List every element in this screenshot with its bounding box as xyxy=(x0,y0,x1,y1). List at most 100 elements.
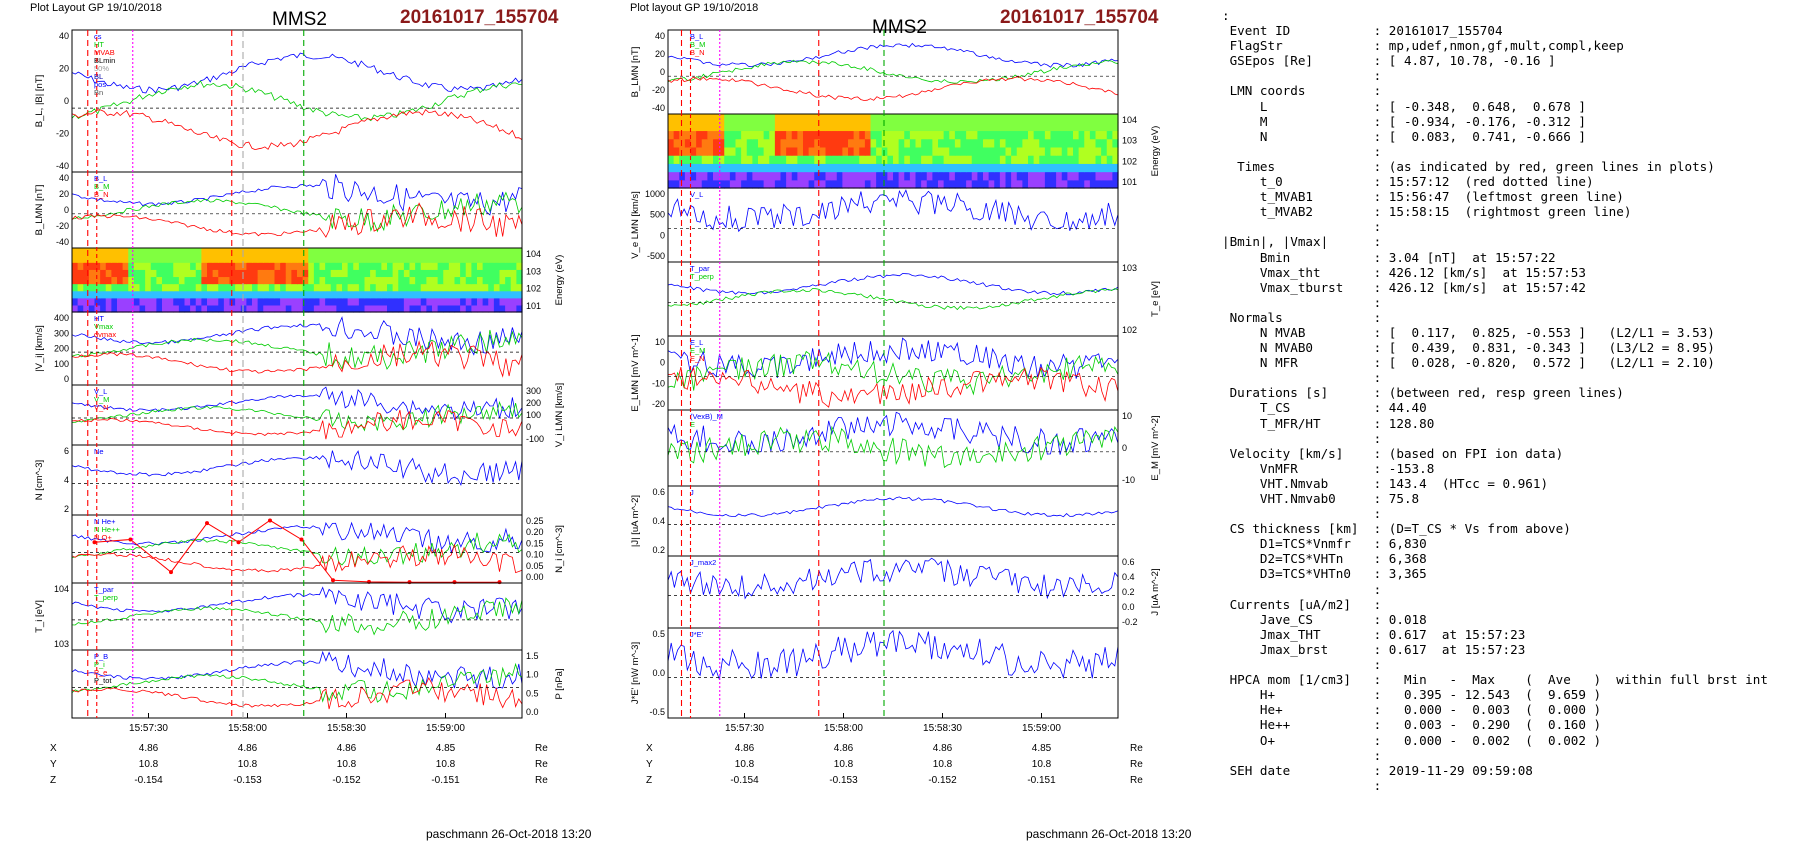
heatmap-cell xyxy=(791,179,798,189)
heatmap-cell xyxy=(690,163,697,173)
heatmap-cell xyxy=(88,269,96,278)
heatmap-cell xyxy=(499,248,506,256)
tick-label: 104 xyxy=(54,584,69,594)
heatmap-cell xyxy=(1078,114,1085,123)
heatmap-cell xyxy=(111,269,118,278)
heatmap-cell xyxy=(420,276,427,285)
heatmap-cell xyxy=(240,255,247,263)
heatmap-cell xyxy=(460,297,467,306)
heatmap-cell xyxy=(1011,138,1018,148)
heatmap-cell xyxy=(1011,155,1018,164)
heatmap-cell xyxy=(493,248,501,256)
tick-label: 2 xyxy=(64,504,69,514)
tick-label: -0.2 xyxy=(1122,617,1138,627)
heatmap-cell xyxy=(741,114,748,123)
heatmap-cell xyxy=(763,146,770,156)
heatmap-cell xyxy=(893,163,900,173)
heatmap-cell xyxy=(325,304,332,313)
ephemeris-value: -0.151 xyxy=(1027,775,1056,786)
heatmap-cell xyxy=(713,122,720,132)
heatmap-cell xyxy=(274,276,281,285)
heatmap-cell xyxy=(718,138,725,148)
heatmap-cell xyxy=(915,163,922,173)
heatmap-cell xyxy=(1078,163,1085,173)
heatmap-cell xyxy=(381,304,388,313)
heatmap-cell xyxy=(808,171,815,181)
heatmap-cell xyxy=(746,138,753,148)
heatmap-cell xyxy=(150,262,157,270)
heatmap-cell xyxy=(342,290,349,299)
heatmap-cell xyxy=(814,179,821,189)
legend-entry: E_M xyxy=(690,346,705,355)
heatmap-cell xyxy=(1084,114,1091,123)
heatmap-cell xyxy=(100,297,107,306)
heatmap-cell xyxy=(488,269,495,278)
heatmap-cell xyxy=(139,297,146,306)
info-line: : xyxy=(1222,657,1382,673)
heatmap-cell xyxy=(100,262,107,270)
heatmap-cell xyxy=(893,130,900,140)
heatmap-cell xyxy=(791,114,798,123)
heatmap-cell xyxy=(803,163,810,173)
heatmap-cell xyxy=(1089,122,1097,132)
heatmap-cell xyxy=(701,179,708,189)
info-line: VnMFR : -153.8 xyxy=(1222,460,1435,476)
legend-entry: J xyxy=(690,488,694,497)
heatmap-cell xyxy=(263,304,270,313)
heatmap-cell xyxy=(319,262,326,270)
heatmap-cell xyxy=(280,262,287,270)
heatmap-cell xyxy=(909,122,917,132)
info-line: t_MVAB2 : 15:58:15 (rightmost green line… xyxy=(1222,204,1632,220)
heatmap-cell xyxy=(297,248,304,256)
heatmap-cell xyxy=(150,283,157,292)
heatmap-cell xyxy=(358,290,366,299)
heatmap-cell xyxy=(308,262,315,270)
heatmap-cell xyxy=(448,255,456,263)
legend-entry: T_perp xyxy=(690,272,714,281)
heatmap-cell xyxy=(353,290,360,299)
heatmap-cell xyxy=(713,155,720,164)
heatmap-cell xyxy=(465,297,472,306)
heatmap-cell xyxy=(1056,146,1063,156)
heatmap-cell xyxy=(173,304,180,313)
heatmap-cell xyxy=(876,146,883,156)
heatmap-cell xyxy=(864,179,872,189)
heatmap-cell xyxy=(252,297,259,306)
heatmap-cell xyxy=(943,138,950,148)
info-line: D2=TCS*VHTn : 6,368 xyxy=(1222,551,1427,567)
heatmap-cell xyxy=(881,130,888,140)
heatmap-cell xyxy=(128,304,135,313)
heatmap-cell xyxy=(274,297,281,306)
axis-label: B_LMN [nT] xyxy=(34,185,45,236)
heatmap-cell xyxy=(313,269,321,278)
ephemeris-value: 10.8 xyxy=(337,759,357,770)
heatmap-cell xyxy=(1044,122,1052,132)
info-line: VHT.Nmvab : 143.4 (HTcc = 0.961) xyxy=(1222,475,1549,491)
heatmap-cell xyxy=(77,297,84,306)
heatmap-cell xyxy=(415,248,422,256)
heatmap-cell xyxy=(454,269,461,278)
heatmap-cell xyxy=(162,255,169,263)
heatmap-cell xyxy=(797,114,804,123)
heatmap-cell xyxy=(1084,171,1091,181)
heatmap-cell xyxy=(971,171,978,181)
heatmap-cell xyxy=(966,163,973,173)
heatmap-cell xyxy=(983,114,990,123)
heatmap-cell xyxy=(966,171,973,181)
heatmap-cell xyxy=(1016,155,1023,164)
ephemeris-value: 10.8 xyxy=(436,759,456,770)
heatmap-cell xyxy=(1011,171,1018,181)
heatmap-cell xyxy=(420,269,427,278)
heatmap-cell xyxy=(932,114,939,123)
heatmap-cell xyxy=(893,122,900,132)
heatmap-cell xyxy=(415,283,422,292)
heatmap-cell xyxy=(285,290,292,299)
heatmap-cell xyxy=(780,146,787,156)
heatmap-cell xyxy=(319,255,326,263)
heatmap-cell xyxy=(201,276,208,285)
heatmap-cell xyxy=(184,283,191,292)
heatmap-cell xyxy=(403,297,411,306)
legend-entry: T_par xyxy=(94,585,114,594)
heatmap-cell xyxy=(1028,155,1035,164)
